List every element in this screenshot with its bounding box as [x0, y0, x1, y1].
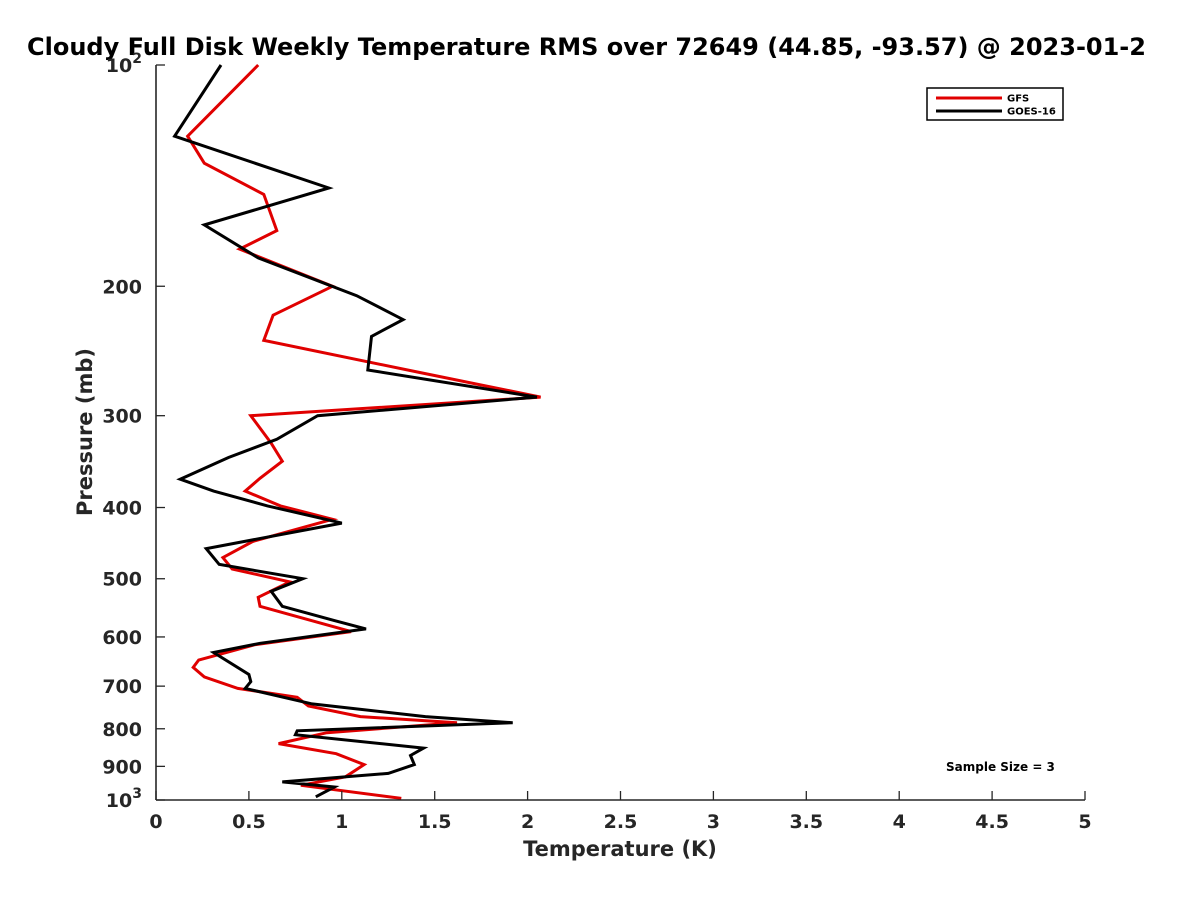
y-tick-label: 200: [102, 276, 142, 298]
x-tick-label: 5: [1078, 811, 1091, 833]
legend-box: [926, 87, 1064, 121]
x-tick-label: 4: [893, 811, 906, 833]
x-tick-label: 0.5: [232, 811, 266, 833]
y-tick-label: 900: [102, 756, 142, 778]
y-tick-label: 103: [106, 786, 142, 812]
x-tick-label: 3.5: [789, 811, 823, 833]
y-tick-label: 800: [102, 719, 142, 741]
y-tick-label: 400: [102, 498, 142, 520]
legend-label-goes16: GOES-16: [1007, 107, 1056, 118]
x-tick-label: 1.5: [418, 811, 452, 833]
y-tick-label: 500: [102, 569, 142, 591]
x-tick-label: 2.5: [604, 811, 638, 833]
legend: GFS GOES-16: [926, 87, 1064, 121]
chart-title: Cloudy Full Disk Weekly Temperature RMS …: [27, 33, 1146, 61]
x-tick-label: 4.5: [975, 811, 1009, 833]
x-tick-label: 2: [521, 811, 534, 833]
x-tick-label: 1: [335, 811, 348, 833]
y-tick-label: 300: [102, 406, 142, 428]
x-axis-label: Temperature (K): [523, 837, 717, 861]
series-line-goes16: [172, 64, 538, 799]
x-tick-label: 0: [149, 811, 162, 833]
y-axis-ticks: 102 200 300 400 500 600 700 800 900 103: [102, 51, 165, 812]
y-axis-label: Pressure (mb): [73, 348, 97, 516]
sample-size-annotation: Sample Size = 3: [946, 760, 1055, 774]
y-tick-label: 600: [102, 627, 142, 649]
y-tick-label: 700: [102, 676, 142, 698]
legend-label-gfs: GFS: [1007, 94, 1029, 105]
x-axis-ticks: 0 0.5 1 1.5 2 2.5 3 3.5 4 4.5 5: [149, 791, 1092, 833]
x-tick-label: 3: [707, 811, 720, 833]
series-line-gfs: [185, 63, 541, 800]
series-layer: [172, 63, 541, 800]
y-tick-label: 102: [106, 51, 142, 77]
